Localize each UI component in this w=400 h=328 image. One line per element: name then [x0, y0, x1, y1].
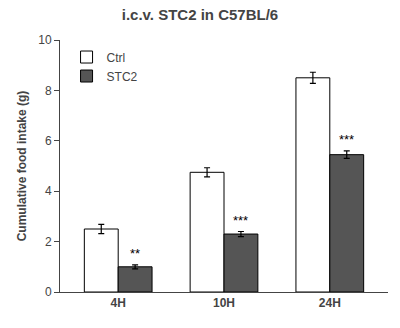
- svg-text:8: 8: [45, 84, 52, 98]
- svg-text:6: 6: [45, 134, 52, 148]
- svg-text:24H: 24H: [319, 296, 341, 310]
- svg-text:10H: 10H: [213, 296, 235, 310]
- svg-text:***: ***: [233, 213, 248, 228]
- svg-text:Ctrl: Ctrl: [107, 51, 126, 65]
- svg-text:4: 4: [45, 184, 52, 198]
- svg-text:***: ***: [339, 132, 354, 147]
- svg-text:**: **: [130, 246, 140, 261]
- svg-text:Cumulative food intake (g): Cumulative food intake (g): [15, 91, 29, 242]
- svg-text:4H: 4H: [111, 296, 126, 310]
- svg-text:2: 2: [45, 235, 52, 249]
- svg-text:10: 10: [38, 33, 52, 47]
- svg-text:0: 0: [45, 285, 52, 299]
- svg-text:STC2: STC2: [107, 70, 138, 84]
- svg-text:i.c.v. STC2 in C57BL/6: i.c.v. STC2 in C57BL/6: [122, 6, 278, 23]
